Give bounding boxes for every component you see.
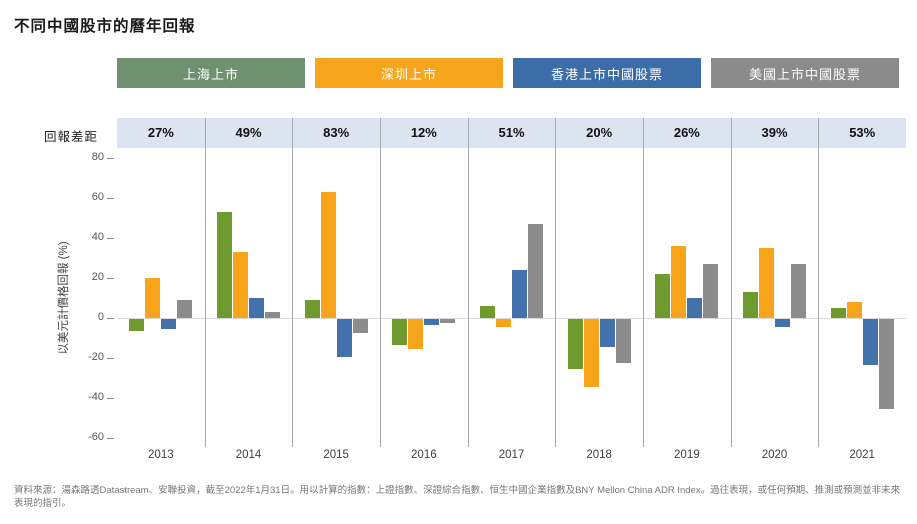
- bar-2021-上海上市: [830, 308, 846, 318]
- return-gap-value-2018: 20%: [586, 125, 613, 140]
- bar-2020-深圳上市: [759, 248, 774, 318]
- bar-2019-上海上市: [655, 274, 671, 318]
- return-gap-value-2014: 49%: [235, 125, 262, 140]
- bar-2015-美國上市中國股票: [352, 319, 368, 333]
- bar-2015-香港上市中國股票: [336, 319, 352, 357]
- column-separator: [730, 118, 732, 447]
- column-separator: [380, 118, 381, 447]
- bar-2016-上海上市: [392, 319, 408, 345]
- bar-2018-深圳上市: [583, 319, 599, 387]
- zero-gridline: [117, 318, 906, 319]
- bar-2013-香港上市中國股票: [161, 319, 177, 329]
- bar-2021-深圳上市: [846, 302, 862, 318]
- return-gap-value-2016: 12%: [410, 125, 437, 140]
- bar-2018-上海上市: [567, 319, 583, 369]
- page-title: 不同中國股市的曆年回報: [14, 18, 196, 35]
- x-axis-label-2021: 2021: [849, 449, 875, 461]
- return-gap-value-2020: 39%: [761, 125, 788, 140]
- y-tick-mark: [107, 198, 114, 199]
- y-tick-mark: [107, 278, 114, 279]
- legend-item-2: 香港上市中國股票: [513, 58, 701, 88]
- bar-2017-香港上市中國股票: [512, 270, 527, 318]
- column-separator: [555, 118, 557, 447]
- column-separator: [643, 118, 644, 447]
- bar-2020-美國上市中國股票: [791, 264, 806, 318]
- column-separator: [204, 118, 206, 447]
- return-gap-label: 回報差距: [44, 130, 99, 144]
- bar-2017-美國上市中國股票: [528, 224, 543, 318]
- y-tick-mark: [107, 318, 114, 319]
- bar-2019-深圳上市: [671, 246, 687, 318]
- bar-2017-上海上市: [480, 306, 495, 318]
- y-tick-label-60: 60: [91, 191, 104, 203]
- bar-2015-深圳上市: [320, 192, 336, 318]
- column-separator: [467, 118, 469, 447]
- y-tick-label-20: 20: [91, 271, 104, 283]
- bar-2014-深圳上市: [233, 252, 248, 318]
- bar-2019-美國上市中國股票: [703, 264, 719, 318]
- y-tick-label--20: -20: [88, 351, 104, 363]
- x-axis-label-2014: 2014: [235, 449, 262, 461]
- y-tick-mark: [107, 438, 114, 439]
- bar-2013-美國上市中國股票: [177, 300, 193, 318]
- x-axis-label-2016: 2016: [411, 449, 437, 461]
- column-separator: [818, 118, 820, 447]
- bar-2020-上海上市: [743, 292, 758, 318]
- y-tick-label-40: 40: [91, 231, 104, 243]
- bar-2013-上海上市: [129, 319, 145, 331]
- x-axis-label-2015: 2015: [323, 449, 349, 461]
- y-tick-label--40: -40: [88, 391, 104, 403]
- x-axis-label-2013: 2013: [148, 449, 174, 461]
- legend-item-0: 上海上市: [117, 58, 305, 88]
- bar-2014-上海上市: [217, 212, 232, 318]
- return-gap-value-2013: 27%: [147, 125, 174, 140]
- bar-2014-美國上市中國股票: [265, 312, 280, 318]
- x-axis-label-2017: 2017: [498, 449, 525, 461]
- bar-2018-香港上市中國股票: [599, 319, 615, 347]
- y-tick-mark: [107, 158, 114, 159]
- bar-2013-深圳上市: [145, 278, 161, 318]
- return-gap-value-2015: 83%: [323, 125, 350, 140]
- column-separator: [292, 118, 294, 447]
- bar-2017-深圳上市: [496, 319, 511, 327]
- bar-2015-上海上市: [304, 300, 320, 318]
- y-tick-mark: [107, 238, 114, 239]
- return-gap-value-2021: 53%: [849, 125, 876, 140]
- bar-chart-plot-area: [117, 158, 906, 438]
- y-tick-label-0: 0: [97, 311, 104, 323]
- return-gap-band: 27% 49% 83% 12% 51% 20% 26% 39% 53%: [117, 118, 906, 148]
- x-axis-label-2019: 2019: [674, 449, 700, 461]
- y-tick-mark: [107, 358, 114, 359]
- bar-2021-美國上市中國股票: [878, 319, 894, 409]
- bar-2020-香港上市中國股票: [775, 319, 790, 327]
- bar-2016-美國上市中國股票: [440, 319, 456, 323]
- y-axis-title: 以美元計價格回報 (%): [58, 241, 70, 355]
- legend-item-3: 美國上市中國股票: [711, 58, 899, 88]
- y-tick-mark: [107, 398, 114, 399]
- bar-2019-香港上市中國股票: [687, 298, 703, 318]
- legend: 上海上市 深圳上市 香港上市中國股票 美國上市中國股票: [117, 58, 899, 88]
- source-footnote: 資料來源：湯森路透Datastream、安聯投資，截至2022年1月31日。用以…: [14, 485, 901, 510]
- x-axis-label-2018: 2018: [586, 449, 612, 461]
- bar-2016-深圳上市: [408, 319, 424, 349]
- bar-2021-香港上市中國股票: [862, 319, 878, 365]
- x-axis-label-2020: 2020: [761, 449, 788, 461]
- y-tick-label--60: -60: [88, 431, 104, 443]
- return-gap-value-2019: 26%: [673, 125, 700, 140]
- return-gap-value-2017: 51%: [498, 125, 525, 140]
- y-tick-label-80: 80: [91, 151, 104, 163]
- bar-2014-香港上市中國股票: [249, 298, 264, 318]
- bar-2016-香港上市中國股票: [424, 319, 440, 325]
- bar-2018-美國上市中國股票: [615, 319, 631, 363]
- legend-item-1: 深圳上市: [315, 58, 503, 88]
